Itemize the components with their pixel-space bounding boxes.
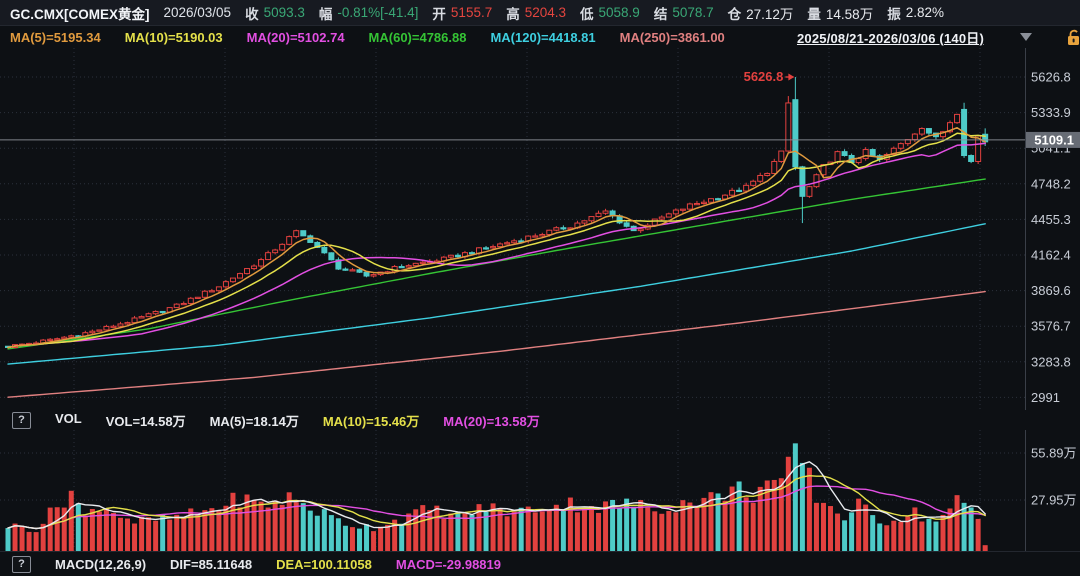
ma-legend-item: MA(20)=5102.74 [246, 29, 345, 45]
volume-legend-row: ? VOL VOL=14.58万 MA(5)=18.14万 MA(10)=15.46万… [0, 409, 1080, 431]
lock-open-icon[interactable] [1066, 28, 1080, 47]
svg-text:5626.8: 5626.8 [1031, 70, 1071, 85]
header-field: 幅 -0.81%[-41.4] [318, 5, 419, 22]
svg-text:3869.6: 3869.6 [1031, 283, 1071, 298]
symbol-name[interactable]: GC.CMX[COMEX黄金] [10, 6, 150, 22]
ma-legend-item: MA(250)=3861.00 [619, 29, 725, 45]
svg-text:5333.9: 5333.9 [1031, 105, 1071, 120]
header-field: 振 2.82% [887, 5, 944, 22]
macd-legend-row: ? MACD(12,26,9) DIF=85.11648 DEA=100.11058… [0, 553, 1080, 575]
header-field: 收 5093.3 [245, 5, 305, 22]
volume-chart[interactable]: 55.89万 27.95万 [0, 430, 1080, 552]
header-field: 结 5078.7 [653, 5, 714, 22]
svg-text:5626.8: 5626.8 [744, 69, 784, 84]
svg-text:4162.4: 4162.4 [1031, 248, 1071, 263]
help-icon[interactable]: ? [12, 411, 31, 429]
vol-legend-item: MA(5)=18.14万 [209, 413, 299, 429]
vol-legend-item: VOL=14.58万 [105, 413, 186, 429]
macd-legend-item: DEA=100.11058 [276, 556, 372, 572]
chevron-down-icon[interactable] [1020, 33, 1032, 41]
macd-legend-item: DIF=85.11648 [170, 556, 253, 572]
date-range-selector[interactable]: 2025/08/21-2026/03/06 (140日) [796, 30, 984, 46]
svg-text:2991: 2991 [1031, 390, 1060, 405]
svg-text:27.95万: 27.95万 [1031, 493, 1077, 508]
svg-text:3576.7: 3576.7 [1031, 319, 1071, 334]
header-field: 开 5155.7 [432, 5, 493, 22]
svg-text:55.89万: 55.89万 [1031, 446, 1077, 461]
quote-header: GC.CMX[COMEX黄金] 2026/03/05 收 5093.3 幅 -0.81… [0, 0, 1080, 26]
ma-legend-row: MA(5)=5195.34 MA(10)=5190.03 MA(20)=5102.7… [0, 26, 1080, 48]
svg-text:4748.2: 4748.2 [1031, 176, 1071, 191]
svg-text:5109.1: 5109.1 [1034, 132, 1074, 147]
vol-legend-item: MA(20)=13.58万 [443, 413, 540, 429]
main-price-chart[interactable]: 5626.85333.95041.14748.24455.34162.43869… [0, 48, 1080, 410]
ma-legend-item: MA(10)=5190.03 [124, 29, 223, 45]
ma-legend-item: MA(5)=5195.34 [10, 29, 101, 45]
help-icon[interactable]: ? [12, 555, 31, 573]
macd-legend-item: MACD=-29.98819 [395, 556, 501, 572]
svg-text:4455.3: 4455.3 [1031, 212, 1071, 227]
quote-date: 2026/03/05 [163, 5, 232, 20]
vol-legend-item: VOL [55, 410, 82, 426]
vol-legend-item: MA(10)=15.46万 [322, 413, 420, 429]
ma-legend-item: MA(120)=4418.81 [490, 29, 596, 45]
header-field: 高 5204.3 [506, 5, 567, 22]
ma-legend-item: MA(60)=4786.88 [368, 29, 467, 45]
header-field: 低 5058.9 [580, 5, 640, 22]
header-field: 仓 27.12万 [727, 6, 794, 22]
header-field: 量 14.58万 [807, 6, 874, 22]
macd-legend-item: MACD(12,26,9) [55, 556, 147, 572]
svg-text:3283.8: 3283.8 [1031, 354, 1071, 369]
